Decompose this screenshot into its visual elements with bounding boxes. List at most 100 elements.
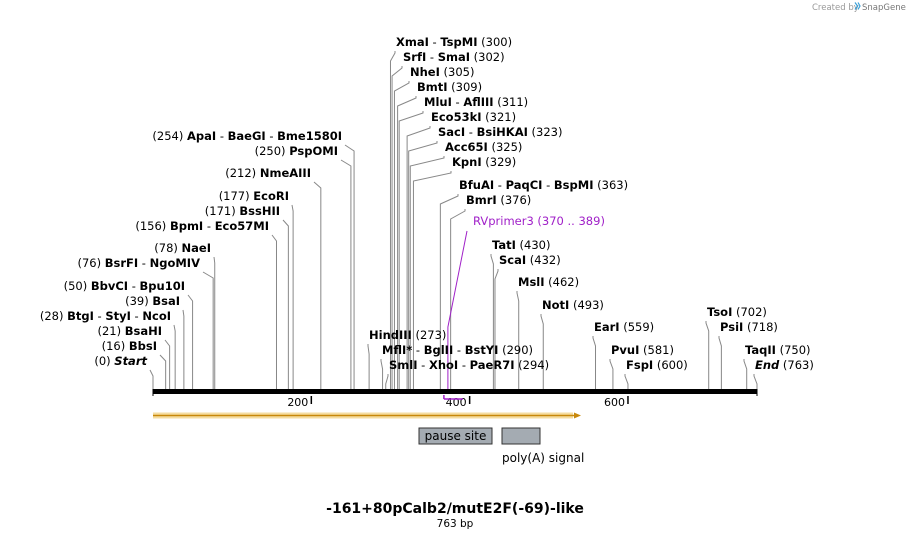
site-label[interactable]: NotI (493): [542, 298, 604, 312]
site-label[interactable]: EarI (559): [594, 320, 654, 334]
site-label-part: -: [203, 219, 214, 233]
site-label-part: Eco57MI: [215, 219, 269, 233]
site-label[interactable]: (156) BpmI - Eco57MI: [135, 219, 269, 233]
site-label-part: (294): [515, 358, 550, 372]
site-label[interactable]: ScaI (432): [499, 253, 561, 267]
site-label[interactable]: PsiI (718): [720, 320, 778, 334]
site-label[interactable]: MslI (462): [518, 275, 579, 289]
site-label-part: (212): [225, 166, 260, 180]
site-label-part: BstYI: [465, 343, 499, 357]
site-label-part: (28): [40, 309, 67, 323]
site-label[interactable]: BfuAI - PaqCI - BspMI (363): [459, 178, 628, 192]
site-leader: [291, 204, 294, 389]
site-leader: [164, 339, 171, 389]
site-label[interactable]: BmrI (376): [466, 193, 531, 207]
feature-pause-site[interactable]: [418, 427, 493, 445]
site-label-part: PsiI: [720, 320, 743, 334]
site-label-part: -: [452, 95, 463, 109]
site-label-part: BsrFI: [105, 256, 138, 270]
site-label[interactable]: (39) BsaI: [125, 294, 180, 308]
site-leader: [412, 171, 452, 389]
site-label-part: TspMI: [440, 35, 477, 49]
logo-text: SnapGene: [862, 3, 906, 13]
site-label[interactable]: BmtI (309): [417, 80, 482, 94]
site-leader: [202, 271, 214, 389]
site-label[interactable]: (254) ApaI - BaeGI - Bme1580I: [152, 129, 342, 143]
site-label-part: StyI: [105, 309, 131, 323]
site-label-part: PaeR7I: [470, 358, 515, 372]
site-label[interactable]: KpnI (329): [452, 155, 516, 169]
site-label[interactable]: HindIII (273): [369, 328, 446, 342]
site-label-part: FspI: [626, 358, 653, 372]
site-labels: (254) ApaI - BaeGI - Bme1580I(250) PspOM…: [40, 35, 814, 372]
site-label[interactable]: (28) BtgI - StyI - NcoI: [40, 309, 171, 323]
sequence-backbone[interactable]: [153, 389, 757, 394]
site-label[interactable]: (16) BbsI: [102, 339, 157, 353]
site-leader: [213, 256, 216, 389]
site-label[interactable]: TaqII (750): [745, 343, 811, 357]
site-label[interactable]: (177) EcoRI: [219, 189, 289, 203]
site-label-part: NmeAIII: [260, 166, 311, 180]
site-label-part: (363): [594, 178, 629, 192]
site-label-part: (16): [102, 339, 129, 353]
site-label-part: SrfI: [403, 50, 426, 64]
site-label-part: (462): [545, 275, 580, 289]
site-label[interactable]: (250) PspOMI: [255, 144, 338, 158]
site-label-part: (321): [482, 110, 517, 124]
site-label[interactable]: XmaI - TspMI (300): [396, 35, 512, 49]
site-label-part: NheI: [410, 65, 440, 79]
scale-tick-label: 600: [604, 396, 625, 409]
site-label-part: *: [406, 343, 412, 357]
site-label-part: (750): [776, 343, 811, 357]
site-leader: [380, 359, 384, 389]
site-label-part: (493): [569, 298, 604, 312]
site-label-part: (76): [77, 256, 104, 270]
site-label[interactable]: Acc65I (325): [445, 140, 522, 154]
site-label[interactable]: PvuI (581): [611, 343, 674, 357]
site-label[interactable]: TatI (430): [492, 238, 551, 252]
site-label[interactable]: MflI* - BglII - BstYI (290): [382, 343, 533, 357]
site-label[interactable]: (21) BsaHI: [97, 324, 162, 338]
site-label-part: BpmI: [170, 219, 203, 233]
site-label[interactable]: End (763): [755, 358, 814, 372]
site-label-part: -: [453, 343, 464, 357]
site-label[interactable]: (0) Start: [94, 354, 147, 368]
site-label[interactable]: SmlI - XhoI - PaeR7I (294): [389, 358, 549, 372]
site-leader: [490, 254, 494, 389]
site-label[interactable]: FspI (600): [626, 358, 688, 372]
site-label-part: -: [128, 279, 139, 293]
site-label-part: EcoRI: [253, 189, 289, 203]
site-label[interactable]: (171) BssHII: [205, 204, 280, 218]
site-label-part: BmtI: [417, 80, 448, 94]
site-label-part: (600): [653, 358, 688, 372]
site-label-part: (323): [528, 125, 563, 139]
site-label[interactable]: (212) NmeAIII: [225, 166, 311, 180]
site-label-part: BbsI: [129, 339, 157, 353]
site-label-part: MluI: [424, 95, 452, 109]
site-label[interactable]: NheI (305): [410, 65, 474, 79]
feature-polya-signal[interactable]: [501, 427, 541, 445]
site-label[interactable]: TsoI (702): [707, 305, 767, 319]
site-label[interactable]: SacI - BsiHKAI (323): [438, 125, 562, 139]
site-label-part: (290): [498, 343, 533, 357]
site-label-part: KpnI: [452, 155, 482, 169]
site-label-part: (702): [732, 305, 767, 319]
site-label[interactable]: (78) NaeI: [154, 241, 211, 255]
site-label-part: (0): [94, 354, 114, 368]
site-label[interactable]: MluI - AflIII (311): [424, 95, 528, 109]
site-label[interactable]: Eco53kI (321): [431, 110, 516, 124]
site-leader: [592, 336, 597, 389]
site-leader: [391, 66, 403, 389]
site-label-part: (581): [639, 343, 674, 357]
site-label[interactable]: (76) BsrFI - NgoMIV: [77, 256, 200, 270]
scale-tick-label: 200: [287, 396, 308, 409]
site-label-part: BsaHI: [125, 324, 162, 338]
primer-label[interactable]: RVprimer3 (370 .. 389): [473, 214, 605, 228]
site-label[interactable]: SrfI - SmaI (302): [403, 50, 505, 64]
site-label-part: -: [412, 343, 423, 357]
rvprimer3-mark[interactable]: [443, 395, 463, 400]
site-label[interactable]: (50) BbvCI - Bpu10I: [64, 279, 185, 293]
site-leader: [540, 314, 544, 389]
site-label-part: (302): [470, 50, 505, 64]
